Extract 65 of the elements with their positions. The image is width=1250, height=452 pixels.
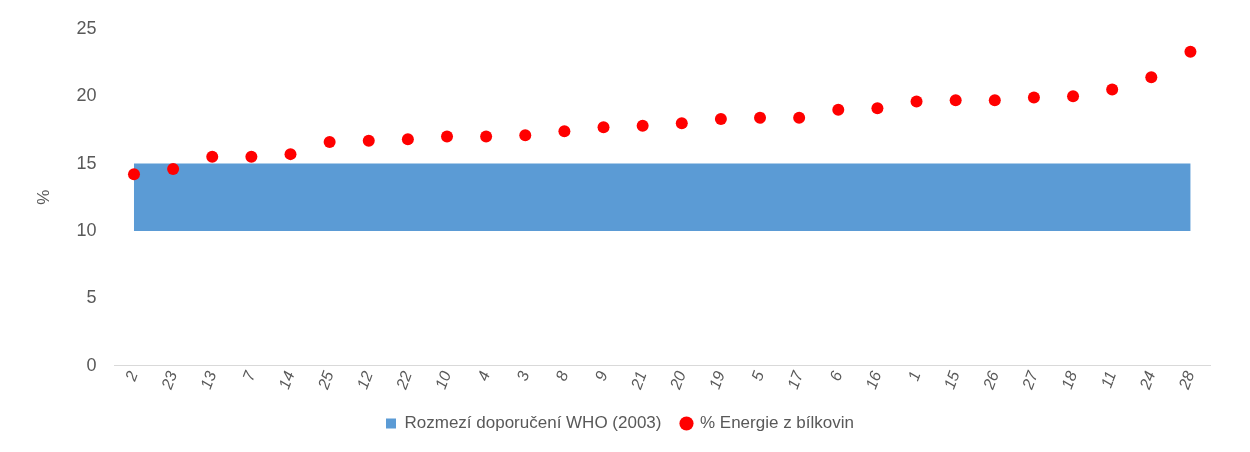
y-tick-label: 5 xyxy=(86,287,97,308)
x-tick-label: 3 xyxy=(513,368,533,383)
x-tick-label: 11 xyxy=(1097,368,1120,391)
legend-label: % Energie z bílkovin xyxy=(699,413,855,433)
x-tick-label: 26 xyxy=(979,368,1002,393)
x-tick-label: 8 xyxy=(552,368,572,383)
x-tick-label: 23 xyxy=(157,368,181,393)
x-tick-label: 6 xyxy=(826,368,846,383)
point xyxy=(832,103,845,116)
y-tick-label: 25 xyxy=(76,17,97,38)
point xyxy=(793,111,806,124)
x-tick-label: 25 xyxy=(314,368,337,393)
point xyxy=(167,162,180,175)
y-tick-label: 15 xyxy=(76,152,97,173)
point xyxy=(1145,71,1158,84)
x-tick-label: 20 xyxy=(666,368,689,393)
point xyxy=(558,125,571,138)
x-tick-label: 28 xyxy=(1175,368,1198,393)
point xyxy=(206,150,219,163)
point xyxy=(519,129,532,142)
point xyxy=(871,102,884,115)
point xyxy=(754,111,767,124)
point xyxy=(1067,90,1080,103)
x-tick-label: 1 xyxy=(904,368,924,383)
point xyxy=(480,130,493,143)
point xyxy=(401,133,414,146)
point xyxy=(441,130,454,143)
x-tick-label: 12 xyxy=(353,368,376,392)
y-tick-label: 20 xyxy=(76,85,97,106)
x-tick-label: 4 xyxy=(474,368,494,383)
point xyxy=(636,119,649,132)
x-tick-label: 19 xyxy=(705,368,728,392)
x-tick-label: 24 xyxy=(1135,368,1159,393)
point xyxy=(675,117,688,130)
point xyxy=(910,95,923,108)
point xyxy=(245,150,258,163)
point xyxy=(597,121,610,134)
x-tick-label: 17 xyxy=(784,367,807,392)
point xyxy=(988,94,1001,107)
point xyxy=(284,148,297,161)
y-axis-title: % xyxy=(33,189,53,205)
legend-label: Rozmezí doporučení WHO (2003) xyxy=(404,413,662,433)
x-tick-label: 27 xyxy=(1018,367,1042,393)
x-tick-label: 13 xyxy=(197,368,220,392)
x-tick-label: 18 xyxy=(1057,368,1081,392)
x-tick-label: 16 xyxy=(862,368,885,392)
x-tick-label: 22 xyxy=(392,368,415,393)
x-tick-label: 7 xyxy=(239,367,259,383)
point xyxy=(949,94,962,107)
x-tick-label: 14 xyxy=(275,368,298,392)
point xyxy=(362,134,375,147)
point xyxy=(1184,45,1197,58)
point xyxy=(1027,91,1040,104)
x-tick-label: 15 xyxy=(940,368,963,392)
x-tick-label: 2 xyxy=(121,368,142,384)
point xyxy=(127,168,140,181)
x-tick-label: 10 xyxy=(431,368,455,392)
y-tick-label: 10 xyxy=(76,219,97,240)
point xyxy=(323,136,336,148)
x-tick-label: 9 xyxy=(591,368,611,383)
y-tick-label: 0 xyxy=(86,354,97,375)
point xyxy=(714,113,727,126)
point xyxy=(1106,83,1119,96)
x-tick-label: 21 xyxy=(627,368,650,393)
x-tick-label: 5 xyxy=(748,368,768,383)
